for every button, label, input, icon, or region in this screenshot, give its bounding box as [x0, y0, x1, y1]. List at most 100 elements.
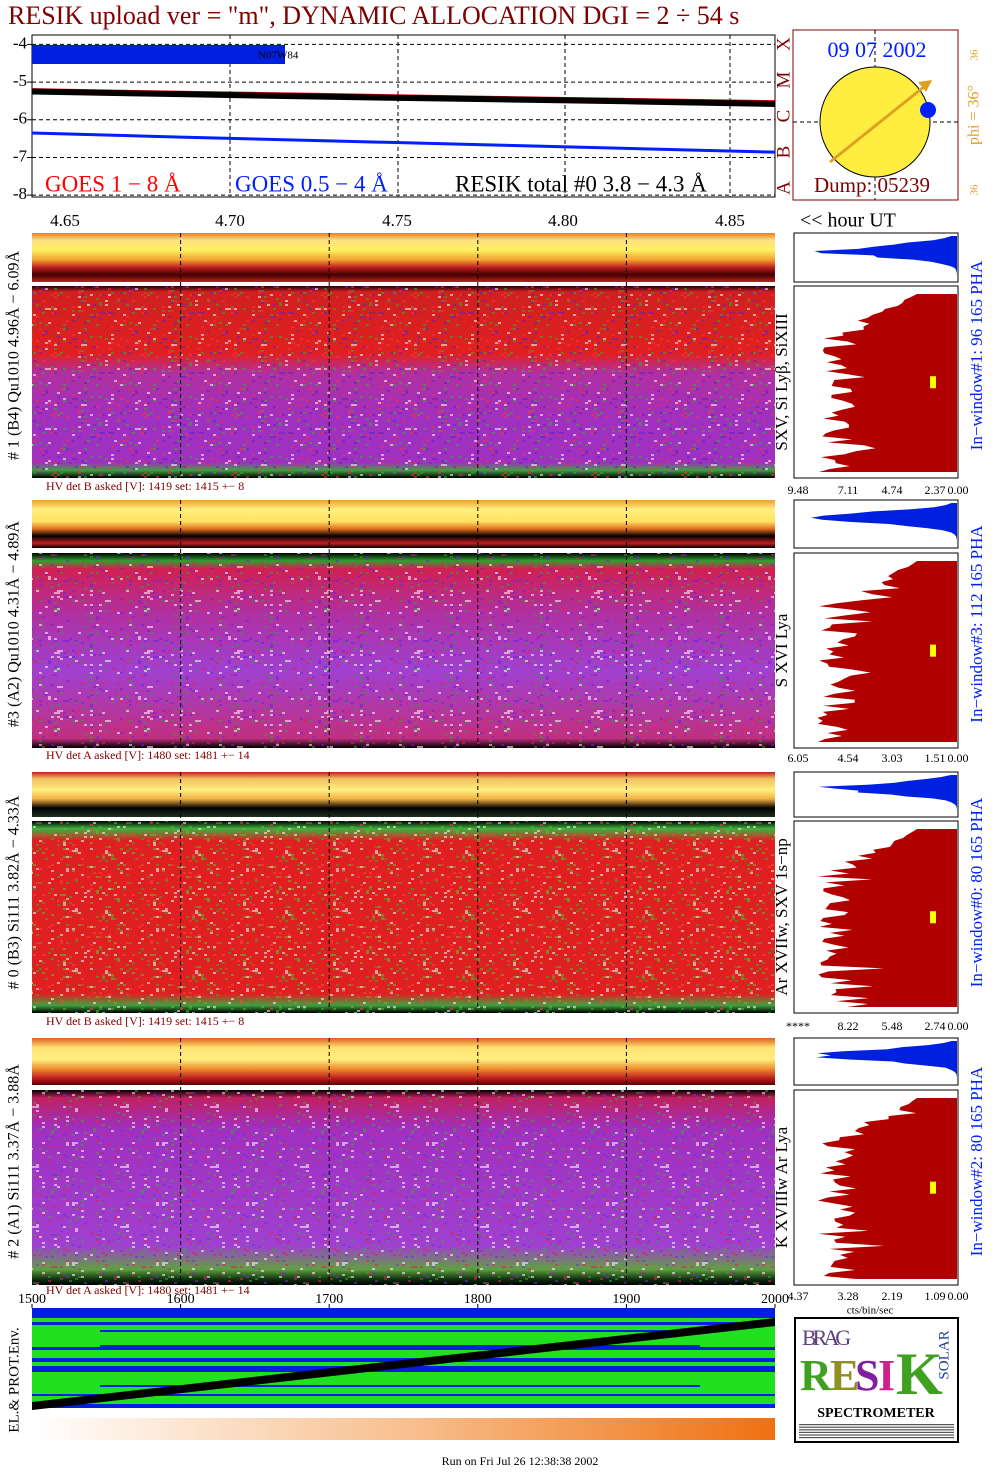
flare-class: B	[773, 146, 794, 159]
env-band	[32, 1350, 775, 1358]
pha-marker	[930, 376, 936, 389]
pha-unit: cts/bin/sec	[847, 1305, 894, 1317]
panel-label: # 2 (A1) Si111 3.37Å − 3.88Å	[5, 1064, 23, 1259]
logo-letter: E	[830, 1351, 859, 1400]
time-tick: 1700	[315, 1292, 343, 1307]
env-diagonal	[32, 1318, 775, 1410]
pha-tick: 1.09	[925, 1289, 946, 1303]
panel-label: # 0 (B3) Si111 3.82Å − 4.33Å	[5, 795, 23, 989]
pha-tick: 5.48	[882, 1019, 903, 1033]
wavelength-tick: 4.85	[715, 211, 745, 230]
legend-entry: GOES 0.5 − 4 Å	[235, 171, 388, 196]
logo-letter: S	[855, 1351, 879, 1400]
pha-tick: 0.00	[948, 483, 969, 497]
pha-tick: 7.11	[838, 483, 859, 497]
sun-arrow	[829, 80, 931, 164]
annotation: N07W84	[258, 50, 299, 62]
legend-entry: RESIK total #0 3.8 − 4.3 Å	[455, 171, 707, 196]
pha-marker	[930, 911, 936, 924]
spectrogram-texture	[32, 1090, 775, 1285]
intensity-strip	[32, 772, 775, 817]
logo-letter: R	[800, 1351, 833, 1400]
window-label: In−window#3: 112 165 PHA	[967, 525, 986, 723]
intensity-strip	[32, 500, 775, 548]
logo-letter: I	[878, 1351, 895, 1400]
pha-profile	[810, 503, 957, 545]
pha-tick: 4.54	[838, 751, 859, 765]
y-tick-label: -5	[13, 71, 27, 90]
particle-strip	[32, 1418, 775, 1440]
wavelength-tick: 4.75	[382, 211, 412, 230]
time-tick: 1600	[167, 1292, 195, 1307]
window-label: In−window#0: 80 165 PHA	[967, 797, 986, 987]
series-line	[31, 88, 776, 107]
intensity-strip	[32, 233, 775, 282]
pha-tick: ****	[786, 1019, 810, 1033]
scale-bottom: 36	[969, 184, 981, 196]
pha-profile	[818, 775, 957, 814]
y-tick-label: -7	[13, 146, 28, 165]
line-ids: Ar XVIIw, SXV 1s−np	[772, 838, 791, 995]
pha-marker	[930, 1181, 936, 1194]
pha-tick: 4.74	[882, 483, 903, 497]
pha-tick: 0.00	[948, 751, 969, 765]
env-band	[32, 1396, 775, 1404]
pha-histogram	[817, 1098, 957, 1279]
flare-class: M	[773, 71, 794, 88]
footer: Run on Fri Jul 26 12:38:38 2002	[442, 1454, 599, 1468]
region-bar	[32, 45, 285, 64]
wavelength-tick: 4.80	[548, 211, 578, 230]
window-label: In−window#2: 80 165 PHA	[967, 1066, 986, 1256]
line-ids: K XVIIIw Ar Lya	[772, 1126, 791, 1248]
pha-histogram	[817, 829, 957, 1007]
hv-label: HV det A asked [V]: 1480 set: 1481 +− 14	[46, 1283, 250, 1297]
logo-side: SOLAR	[936, 1330, 952, 1379]
y-tick-label: -8	[13, 184, 27, 203]
pha-tick: 0.00	[948, 1289, 969, 1303]
wavelength-tick: 4.70	[215, 211, 245, 230]
logo-letter: K	[896, 1341, 943, 1407]
legend-entry: GOES 1 − 8 Å	[45, 171, 181, 196]
dump-label: Dump: 05239	[814, 173, 930, 197]
y-tick-label: -6	[13, 109, 27, 128]
pha-tick: 1.51	[925, 751, 946, 765]
pha-histogram	[817, 561, 957, 742]
logo-bottom: SPECTROMETER	[817, 1406, 935, 1421]
pha-tick: 6.05	[788, 751, 809, 765]
series-line	[31, 131, 776, 154]
pha-tick: 3.03	[882, 751, 903, 765]
panel-label: #3 (A2) Qu1010 4.31Å − 4.89Å	[5, 521, 23, 727]
pha-profile	[816, 1041, 957, 1082]
time-tick: 2000	[761, 1292, 789, 1307]
spectrogram-texture	[32, 286, 775, 478]
flare-class: A	[773, 181, 794, 195]
pha-tick: 2.19	[882, 1289, 903, 1303]
intensity-strip	[32, 1038, 775, 1085]
sun-disk	[819, 66, 931, 178]
flare-class: C	[773, 110, 794, 123]
hv-label: HV det B asked [V]: 1419 set: 1415 +− 8	[46, 479, 244, 493]
window-label: In−window#1: 96 165 PHA	[967, 260, 986, 450]
pha-tick: 9.48	[788, 483, 809, 497]
pha-tick: 2.37	[925, 483, 946, 497]
logo-fineprint	[799, 1424, 954, 1426]
region-marker	[920, 102, 936, 118]
logo-frame	[794, 1317, 959, 1443]
phi-label: phi = 36°	[966, 85, 983, 145]
pha-marker	[930, 644, 936, 657]
pha-tick: 2.74	[925, 1019, 946, 1033]
hv-label: HV det A asked [V]: 1480 set: 1481 +− 14	[46, 748, 250, 762]
y-tick-label: -4	[13, 33, 28, 52]
logo-fineprint	[799, 1434, 954, 1436]
time-tick: 1500	[18, 1292, 46, 1307]
pha-profile	[814, 236, 957, 279]
pha-tick: 8.22	[838, 1019, 859, 1033]
sun-date: 09 07 2002	[828, 37, 927, 62]
time-tick: 1800	[464, 1292, 492, 1307]
logo-top: BRAG	[802, 1325, 851, 1350]
logo-fineprint	[799, 1431, 954, 1433]
scale-top: 36	[969, 49, 981, 61]
pha-tick: 4.37	[788, 1289, 809, 1303]
